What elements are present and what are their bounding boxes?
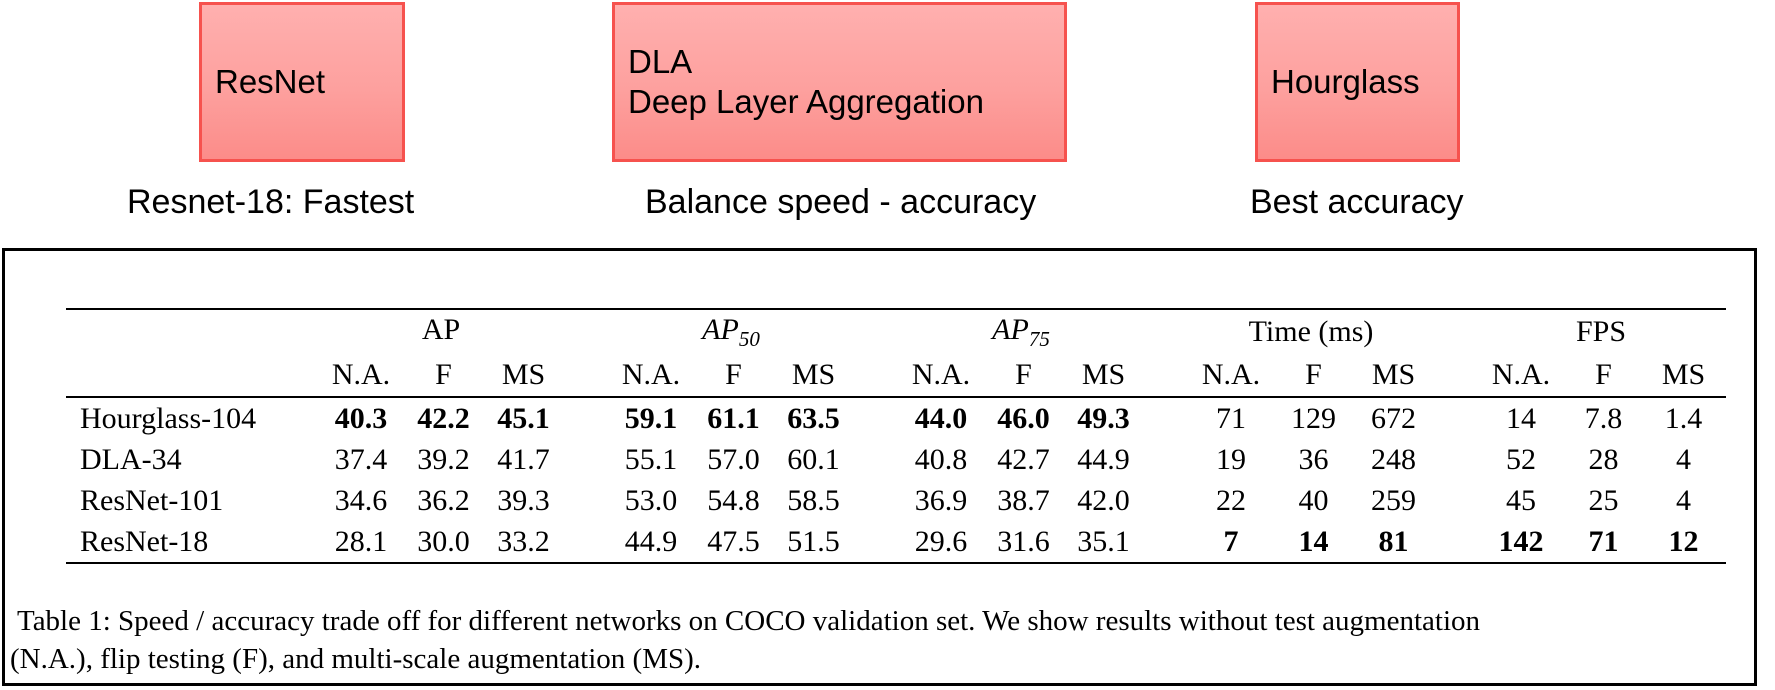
table-row-hourglass-104: Hourglass-104 40.3 42.2 45.1 59.1 61.1 63.5 … — [66, 396, 1726, 439]
subcol-f: F — [1595, 358, 1612, 391]
resnet-box: ResNet — [199, 2, 405, 162]
hourglass-box: Hourglass — [1255, 2, 1460, 162]
subcol-ms: MS — [1371, 358, 1416, 391]
col-group-ap50: AP50 — [702, 312, 760, 351]
subcol-na: N.A. — [1491, 358, 1551, 391]
subcol-na: N.A. — [621, 358, 681, 391]
subcol-na: N.A. — [1201, 358, 1261, 391]
table-panel: AP AP50 AP75 Time (ms) FPS N.A. F MS — [2, 248, 1757, 686]
subcol-ms: MS — [501, 358, 546, 391]
subcol-ms: MS — [1081, 358, 1126, 391]
subcol-na: N.A. — [911, 358, 971, 391]
col-group-time: Time (ms) — [1248, 315, 1374, 348]
dla-caption: Balance speed - accuracy — [645, 183, 1037, 221]
subcol-f: F — [725, 358, 742, 391]
table-row-resnet-18: ResNet-18 28.1 30.0 33.2 44.9 47.5 51.5 29.6… — [66, 521, 1726, 563]
subcol-na: N.A. — [331, 358, 391, 391]
network-name: ResNet-101 — [80, 483, 224, 517]
table-caption-line2: (N.A.), flip testing (F), and multi-scal… — [10, 643, 702, 675]
network-name: Hourglass-104 — [66, 396, 316, 439]
col-group-fps: FPS — [1575, 315, 1627, 348]
dla-box-sublabel: Deep Layer Aggregation — [628, 83, 984, 120]
subcol-f: F — [1305, 358, 1322, 391]
table-caption-line1: Table 1: Speed / accuracy trade off for … — [17, 605, 1480, 637]
subcol-ms: MS — [1661, 358, 1706, 391]
col-group-ap: AP — [421, 312, 461, 346]
sub-header-row: N.A. F MS N.A. F MS N.A. F MS N.A. F MS — [66, 354, 1726, 397]
subcol-ms: MS — [791, 358, 836, 391]
subcol-f: F — [435, 358, 452, 391]
resnet-box-label: ResNet — [215, 62, 326, 100]
network-name: DLA-34 — [80, 442, 182, 476]
group-header-row: AP AP50 AP75 Time (ms) FPS — [66, 309, 1726, 354]
table-row-dla-34: DLA-34 37.4 39.2 41.7 55.1 57.0 60.1 40.8 42.… — [66, 439, 1726, 480]
col-group-ap75: AP75 — [992, 312, 1050, 351]
network-name: ResNet-18 — [80, 524, 209, 558]
dla-box: DLA Deep Layer Aggregation — [612, 2, 1067, 162]
results-table: AP AP50 AP75 Time (ms) FPS N.A. F MS — [66, 308, 1726, 564]
resnet-caption: Resnet-18: Fastest — [127, 183, 415, 221]
subcol-f: F — [1015, 358, 1032, 391]
dla-box-label: DLA — [628, 42, 693, 80]
hourglass-caption: Best accuracy — [1250, 183, 1464, 221]
hourglass-box-label: Hourglass — [1271, 62, 1420, 100]
table-row-resnet-101: ResNet-101 34.6 36.2 39.3 53.0 54.8 58.5 36.… — [66, 480, 1726, 521]
